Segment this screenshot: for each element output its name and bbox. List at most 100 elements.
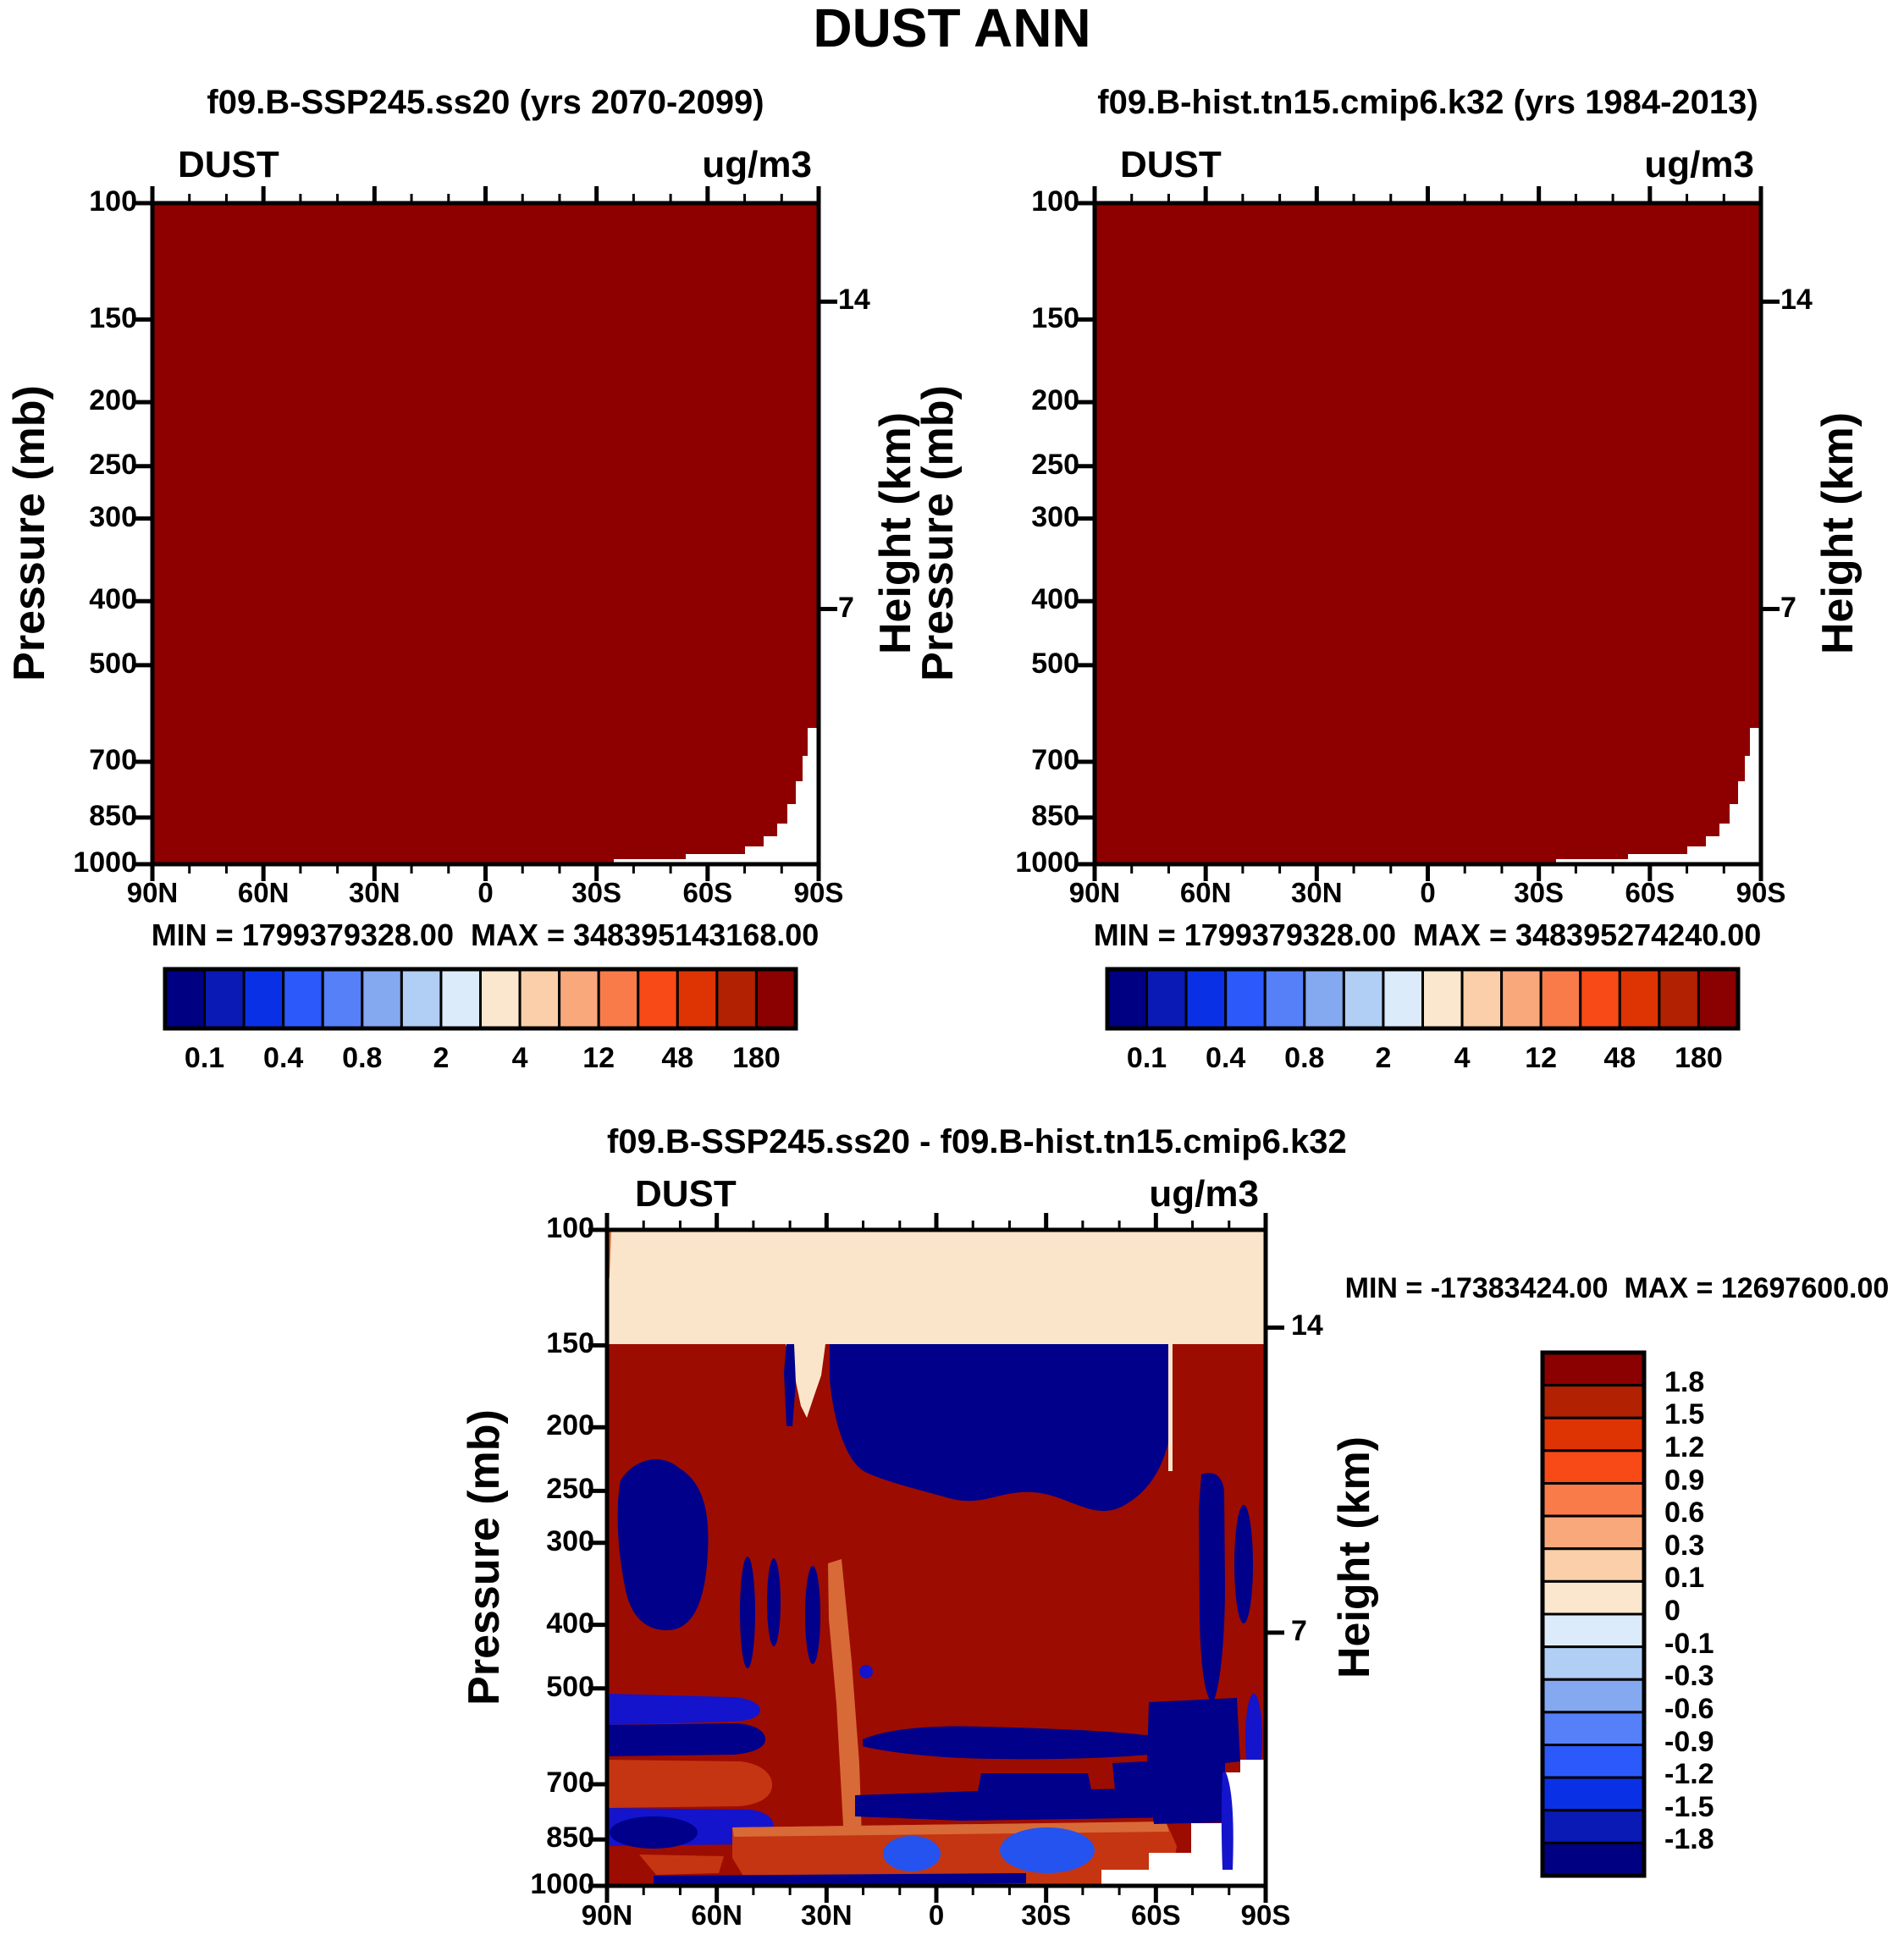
cream-separator <box>1168 1344 1173 1471</box>
colorbar-tick-label: 0.3 <box>1664 1529 1705 1562</box>
plot-diff <box>588 1213 1284 1903</box>
navy-sliver <box>784 1344 796 1426</box>
colorbar-tick-label: -1.5 <box>1664 1790 1714 1823</box>
lat-tick-label: 0 <box>1420 877 1436 908</box>
height-tick-label: 7 <box>838 591 854 624</box>
pressure-tick-label: 500 <box>1031 647 1079 680</box>
colorbar-tick-label: 1.2 <box>1664 1430 1705 1463</box>
colorbar-tick-label: 2 <box>433 1042 450 1074</box>
colorbar-tick-label: 12 <box>1525 1042 1558 1074</box>
colorbar-tick-label: 4 <box>1454 1042 1471 1074</box>
pressure-tick-label: 150 <box>546 1327 594 1360</box>
colorbar-tick-label: 4 <box>511 1042 528 1074</box>
panel-diff-height-axis-title: Height (km) <box>1330 1436 1379 1678</box>
panel-right-title: f09.B-hist.tn15.cmip6.k32 (yrs 1984-2013… <box>1097 84 1758 121</box>
lat-tick-label: 30S <box>571 877 622 908</box>
colorbar-tick-label: 0.8 <box>342 1042 383 1074</box>
colorbar-tick-label: 0.1 <box>184 1042 225 1074</box>
panel-left-pressure-axis-title: Pressure (mb) <box>5 385 54 681</box>
left-blue-band <box>607 1694 760 1725</box>
panel-left-field-label: DUST <box>178 144 279 185</box>
colorbar-tick-label: 0 <box>1664 1595 1680 1627</box>
pressure-tick-label: 200 <box>546 1409 594 1442</box>
colorbar-right <box>1105 967 1741 1031</box>
bottom-blue-oval-large <box>1000 1827 1095 1873</box>
pressure-tick-label: 250 <box>89 448 137 481</box>
pressure-tick-label: 250 <box>546 1473 594 1506</box>
lat-tick-label: 90S <box>793 877 844 908</box>
pressure-tick-label: 1000 <box>73 846 137 879</box>
panel-diff-minmax: MIN = -17383424.00 MAX = 12697600.00 <box>1344 1272 1890 1304</box>
lat-tick-label: 90N <box>581 1899 633 1931</box>
lat-tick-label: 30N <box>801 1899 853 1931</box>
colorbar-tick-label: -0.6 <box>1664 1692 1714 1725</box>
colorbar-tick-label: 12 <box>582 1042 615 1074</box>
pressure-tick-label: 100 <box>1031 185 1079 218</box>
pressure-tick-label: 500 <box>546 1670 594 1703</box>
panel-left-minmax: MIN = 1799379328.00 MAX = 348395143168.0… <box>151 918 820 952</box>
panel-diff-pressure-axis-title: Pressure (mb) <box>460 1409 509 1706</box>
pressure-tick-label: 850 <box>89 799 137 832</box>
colorbar-tick-label: 1.8 <box>1664 1365 1705 1398</box>
height-tick-label: 14 <box>1780 284 1813 317</box>
panel-right-field-label: DUST <box>1120 144 1222 185</box>
right-navy-patch <box>1112 1698 1240 1824</box>
ticks-left <box>134 186 837 881</box>
panel-right-units-label: ug/m3 <box>1644 144 1754 185</box>
ticks-right <box>1076 186 1780 881</box>
lat-tick-label: 30S <box>1514 877 1565 908</box>
lat-tick-label: 60S <box>1625 877 1675 908</box>
lat-tick-label: 30N <box>1291 877 1343 908</box>
colorbar-tick-label: 48 <box>661 1042 694 1074</box>
lat-tick-label: 60N <box>691 1899 742 1931</box>
colorbar-tick-label: 0.6 <box>1664 1496 1705 1529</box>
panel-right-height-axis-title: Height (km) <box>1813 412 1863 654</box>
panel-right-pressure-axis-title: Pressure (mb) <box>913 385 963 681</box>
lat-tick-label: 0 <box>477 877 494 908</box>
lat-tick-label: 90S <box>1240 1899 1291 1931</box>
colorbar-tick-label: 0.1 <box>1664 1562 1705 1595</box>
colorbar-tick-label: 0.1 <box>1126 1042 1167 1074</box>
left-navy-band <box>607 1723 765 1756</box>
colorbar-tick-label: 2 <box>1375 1042 1392 1074</box>
right-navy-streak-a <box>1199 1473 1225 1702</box>
colorbar-left <box>163 967 798 1031</box>
pressure-tick-label: 300 <box>546 1524 594 1557</box>
height-tick-label: 7 <box>1291 1614 1307 1647</box>
colorbar-tick-label: -0.1 <box>1664 1627 1714 1660</box>
ticks-diff <box>588 1213 1284 1903</box>
panel-left-units-label: ug/m3 <box>702 144 812 185</box>
pressure-tick-label: 700 <box>1031 744 1079 777</box>
plot-left-field <box>152 203 819 864</box>
lat-tick-label: 60N <box>1179 877 1232 908</box>
figure-title: DUST ANN <box>813 0 1091 58</box>
panel-diff-field-label: DUST <box>635 1173 737 1215</box>
panel-left-title: f09.B-SSP245.ss20 (yrs 2070-2099) <box>207 84 764 121</box>
lat-tick-label: 90N <box>126 877 179 908</box>
antarctica-missing-wedge <box>686 728 819 864</box>
right-navy-streak-b <box>1234 1505 1253 1623</box>
plot-diff-field <box>607 1230 1266 1886</box>
colorbar-tick-label: 0.9 <box>1664 1463 1705 1496</box>
plot-right <box>1076 186 1780 881</box>
plot-right-field <box>1095 203 1761 864</box>
pressure-tick-label: 1000 <box>530 1868 594 1900</box>
pressure-tick-label: 100 <box>89 185 137 218</box>
colorbar-tick-label: 180 <box>1675 1042 1723 1074</box>
upper-navy-block <box>830 1344 1170 1512</box>
left-navy-oval <box>610 1816 698 1849</box>
pressure-tick-label: 1000 <box>1015 846 1079 879</box>
pressure-tick-label: 700 <box>546 1766 594 1799</box>
lat-tick-label: 60S <box>682 877 733 908</box>
lat-tick-label: 30N <box>349 877 400 908</box>
wedge-blue-streak <box>1221 1772 1233 1870</box>
pressure-tick-label: 400 <box>89 583 137 616</box>
pressure-tick-label: 300 <box>89 500 137 533</box>
mid-navy-sausage <box>863 1726 1185 1760</box>
pressure-tick-label: 500 <box>89 647 137 680</box>
colorbar-tick-label: -0.9 <box>1664 1725 1714 1758</box>
colorbar-tick-label: 0.8 <box>1284 1042 1325 1074</box>
antarctica-missing-wedge <box>1628 728 1761 864</box>
colorbar-tick-label: -1.8 <box>1664 1823 1714 1856</box>
lat-tick-label: 90S <box>1736 877 1786 908</box>
